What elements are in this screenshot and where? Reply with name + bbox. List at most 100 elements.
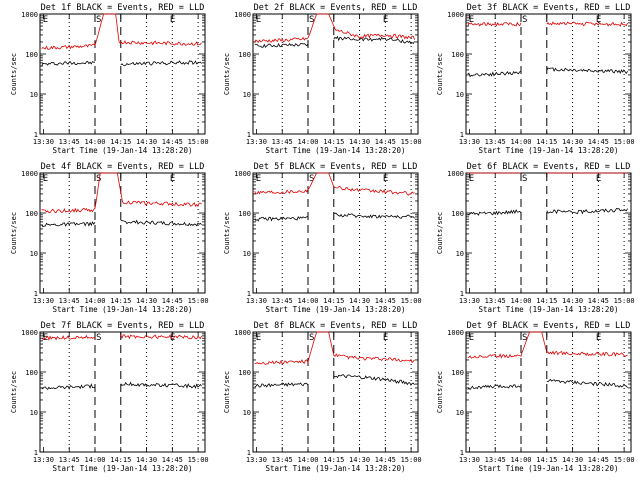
lld-series-line xyxy=(41,334,96,342)
y-axis-label: Counts/sec xyxy=(10,53,18,95)
x-tick-label: 15:00 xyxy=(188,138,209,146)
x-tick-label: 14:30 xyxy=(562,297,583,305)
plot-frame xyxy=(465,13,632,135)
chart-title: Det 2f BLACK = Events, RED = LLD xyxy=(254,3,418,13)
event-marker-label: E xyxy=(256,333,261,343)
x-tick-label: 13:30 xyxy=(246,138,267,146)
y-tick-label: 100 xyxy=(238,51,251,59)
events-series-line xyxy=(467,384,522,391)
x-tick-label: 14:15 xyxy=(110,297,131,305)
y-tick-label: 1 xyxy=(460,131,464,139)
event-marker-label: S xyxy=(309,15,314,25)
y-axis-label: Counts/sec xyxy=(10,212,18,254)
event-marker-label: E xyxy=(469,333,474,343)
x-tick-label: 14:15 xyxy=(110,138,131,146)
event-marker-label: E xyxy=(383,333,388,343)
event-marker-label: S xyxy=(309,174,314,184)
event-marker-label: E xyxy=(170,333,175,343)
x-tick-label: 14:15 xyxy=(536,297,557,305)
chart-title: Det 3f BLACK = Events, RED = LLD xyxy=(467,3,631,13)
events-series-line xyxy=(41,383,96,391)
x-tick-label: 13:30 xyxy=(459,456,480,464)
lld-series-line xyxy=(120,334,202,340)
plot-frame xyxy=(252,172,419,294)
y-axis-label: Counts/sec xyxy=(436,212,444,254)
lld-series-line xyxy=(254,331,415,365)
events-series-line xyxy=(41,221,96,228)
x-tick-label: 13:30 xyxy=(33,456,54,464)
chart-panel: Det 1f BLACK = Events, RED = LLD 1 10 100 10… xyxy=(10,3,209,155)
x-tick-label: 14:15 xyxy=(323,138,344,146)
x-tick-label: 15:00 xyxy=(614,138,635,146)
lld-series-line xyxy=(254,13,415,44)
y-tick-label: 10 xyxy=(30,91,38,99)
plot-frame xyxy=(39,172,206,294)
x-tick-label: 14:30 xyxy=(349,456,370,464)
event-marker-label: E xyxy=(256,15,261,25)
event-marker-label: E xyxy=(469,174,474,184)
x-axis-label: Start Time (19-Jan-14 13:28:20) xyxy=(266,146,406,155)
x-tick-label: 14:30 xyxy=(349,297,370,305)
y-tick-label: 1000 xyxy=(447,11,464,19)
x-tick-label: 13:45 xyxy=(59,297,80,305)
y-tick-label: 10 xyxy=(243,91,251,99)
event-marker-label: E xyxy=(383,15,388,25)
x-tick-label: 14:00 xyxy=(84,297,105,305)
lld-series-line xyxy=(467,21,522,27)
x-axis-label: Start Time (19-Jan-14 13:28:20) xyxy=(479,305,619,314)
x-axis-label: Start Time (19-Jan-14 13:28:20) xyxy=(53,464,193,473)
events-series-line xyxy=(546,207,628,215)
y-axis-label: Counts/sec xyxy=(436,371,444,413)
y-tick-label: 1000 xyxy=(234,11,251,19)
x-axis-label: Start Time (19-Jan-14 13:28:20) xyxy=(266,464,406,473)
y-axis-label: Counts/sec xyxy=(223,53,231,95)
x-tick-label: 14:30 xyxy=(136,456,157,464)
chart-panel: Det 5f BLACK = Events, RED = LLD 1 10 100 10… xyxy=(223,162,422,314)
events-series-line xyxy=(120,60,202,67)
y-tick-label: 1000 xyxy=(21,329,38,337)
events-series-line xyxy=(120,219,202,227)
y-tick-label: 1000 xyxy=(234,329,251,337)
y-tick-label: 100 xyxy=(451,369,464,377)
events-series-line xyxy=(41,60,95,67)
y-axis-label: Counts/sec xyxy=(436,53,444,95)
event-marker-label: E xyxy=(469,15,474,25)
chart-title: Det 5f BLACK = Events, RED = LLD xyxy=(254,162,418,172)
event-marker-label: S xyxy=(309,333,314,343)
event-marker-label: S xyxy=(96,174,101,184)
chart-panel: Det 9f BLACK = Events, RED = LLD 1 10 100 10… xyxy=(436,321,635,473)
x-tick-label: 14:30 xyxy=(136,138,157,146)
x-tick-label: 14:00 xyxy=(297,138,318,146)
y-tick-label: 10 xyxy=(243,250,251,258)
x-tick-label: 13:45 xyxy=(272,456,293,464)
y-tick-label: 100 xyxy=(238,210,251,218)
x-tick-label: 14:00 xyxy=(510,138,531,146)
events-series-line xyxy=(333,35,415,45)
plot-frame xyxy=(465,331,632,453)
lld-series-line xyxy=(546,21,628,27)
plot-frame xyxy=(252,13,419,135)
lld-series-line xyxy=(254,172,415,196)
x-tick-label: 13:30 xyxy=(33,297,54,305)
event-marker-label: E xyxy=(43,174,48,184)
event-marker-label: S xyxy=(522,15,527,25)
y-tick-label: 100 xyxy=(25,51,38,59)
chart-title: Det 8f BLACK = Events, RED = LLD xyxy=(254,321,418,331)
chart-panel: Det 7f BLACK = Events, RED = LLD 1 10 100 10… xyxy=(10,321,209,473)
events-series-line xyxy=(120,381,202,389)
event-marker-label: E xyxy=(596,174,601,184)
y-tick-label: 100 xyxy=(451,51,464,59)
x-tick-label: 14:45 xyxy=(162,138,183,146)
y-tick-label: 1000 xyxy=(234,170,251,178)
x-tick-label: 14:45 xyxy=(375,297,396,305)
y-tick-label: 10 xyxy=(456,409,464,417)
y-tick-label: 10 xyxy=(30,250,38,258)
events-series-line xyxy=(467,70,522,78)
x-tick-label: 15:00 xyxy=(401,138,422,146)
chart-panel: Det 4f BLACK = Events, RED = LLD 1 10 100 10… xyxy=(10,162,209,314)
event-marker-label: E xyxy=(170,174,175,184)
chart-panel: Det 3f BLACK = Events, RED = LLD 1 10 100 10… xyxy=(436,3,635,155)
x-tick-label: 13:30 xyxy=(33,138,54,146)
y-axis-label: Counts/sec xyxy=(10,371,18,413)
